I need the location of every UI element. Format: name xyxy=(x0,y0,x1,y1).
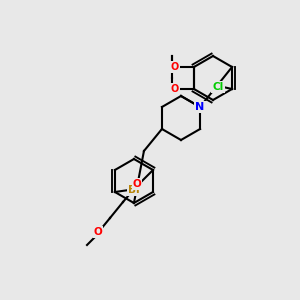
Text: Br: Br xyxy=(128,185,142,195)
Text: O: O xyxy=(171,84,179,94)
Text: N: N xyxy=(195,102,205,112)
Text: O: O xyxy=(171,62,179,72)
Text: Cl: Cl xyxy=(212,82,224,92)
Text: O: O xyxy=(133,179,141,189)
Text: O: O xyxy=(94,227,102,237)
